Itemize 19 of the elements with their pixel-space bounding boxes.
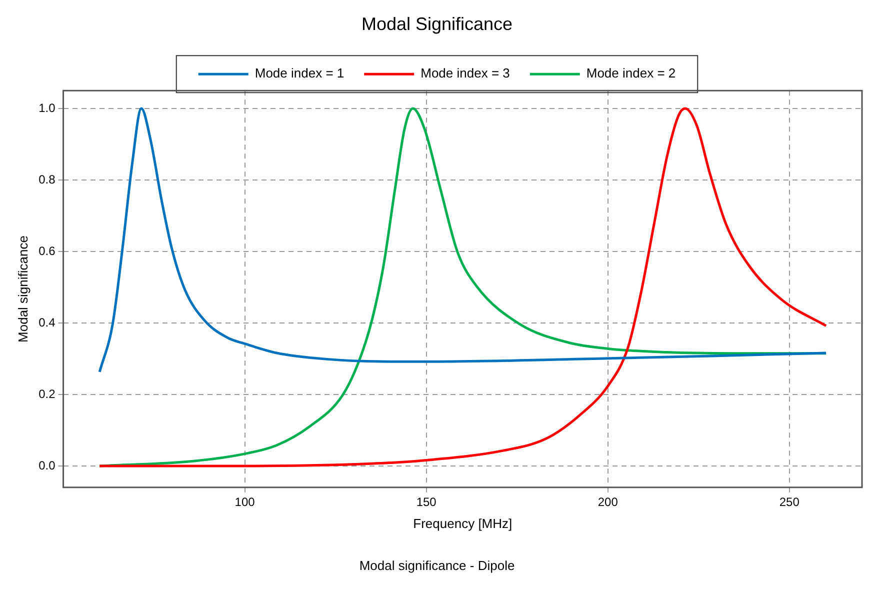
line-series xyxy=(98,107,828,374)
legend-label: Mode index = 2 xyxy=(586,66,676,81)
y-axis-title: Modal significance xyxy=(15,236,30,342)
y-tick-label: 1.0 xyxy=(38,100,56,115)
x-tick-label: 150 xyxy=(416,494,437,509)
legend-label: Mode index = 1 xyxy=(254,66,344,81)
text: Modal significance - Dipole xyxy=(359,558,515,573)
x-tick-label: 100 xyxy=(234,494,256,509)
y-tick-label: 0.6 xyxy=(38,244,56,258)
legend-label: Mode index = 3 xyxy=(420,66,510,81)
y-tick-label: 0.8 xyxy=(38,172,56,186)
chart-title: Modal Significance xyxy=(361,14,513,34)
y-tick-label: 0.4 xyxy=(38,315,56,330)
x-tick-label: 250 xyxy=(779,494,800,509)
y-tick-label: 0.2 xyxy=(38,386,56,401)
y-tick-label: 0.0 xyxy=(38,458,56,472)
x-axis-title: Frequency [MHz] xyxy=(413,516,512,532)
line-series xyxy=(98,107,828,468)
x-tick-label: 200 xyxy=(598,494,618,509)
